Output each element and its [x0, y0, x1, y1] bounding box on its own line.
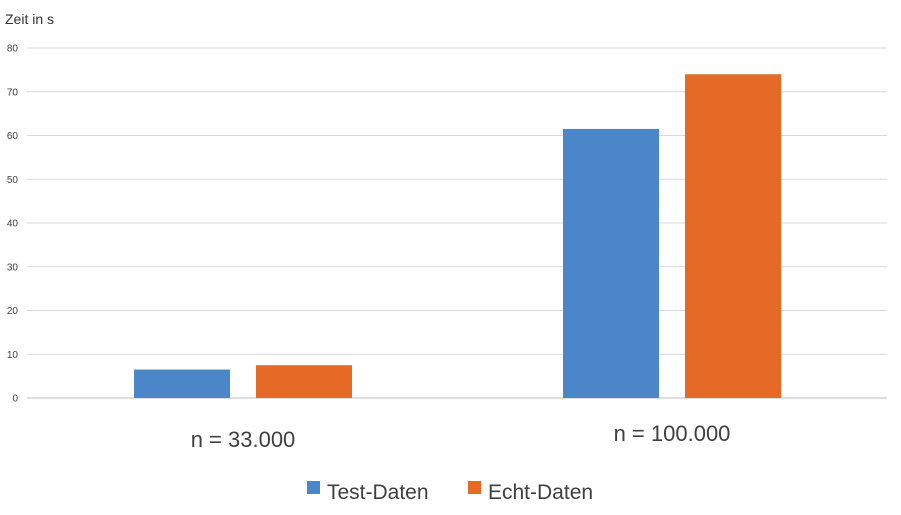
- y-tick-label: 50: [7, 175, 19, 186]
- bar-echt-daten: [256, 365, 352, 398]
- y-tick-label: 70: [7, 87, 19, 98]
- bar-test-daten: [134, 369, 230, 398]
- legend-label: Echt-Daten: [488, 481, 593, 504]
- x-category-label: n = 33.000: [191, 427, 296, 452]
- y-tick-label: 40: [7, 219, 19, 230]
- y-tick-label: 60: [7, 131, 19, 142]
- legend-swatch: [468, 481, 481, 494]
- bar-echt-daten: [685, 74, 781, 398]
- y-tick-label: 30: [7, 262, 19, 273]
- x-category-label: n = 100.000: [614, 421, 731, 446]
- y-tick-label: 20: [7, 306, 19, 317]
- y-tick-label: 10: [7, 350, 19, 361]
- legend-label: Test-Daten: [327, 481, 429, 504]
- y-tick-label: 0: [12, 394, 18, 405]
- y-tick-label: 80: [7, 44, 19, 55]
- legend-swatch: [307, 481, 320, 494]
- y-axis-label: Zeit in s: [5, 11, 55, 27]
- bar-test-daten: [563, 128, 659, 398]
